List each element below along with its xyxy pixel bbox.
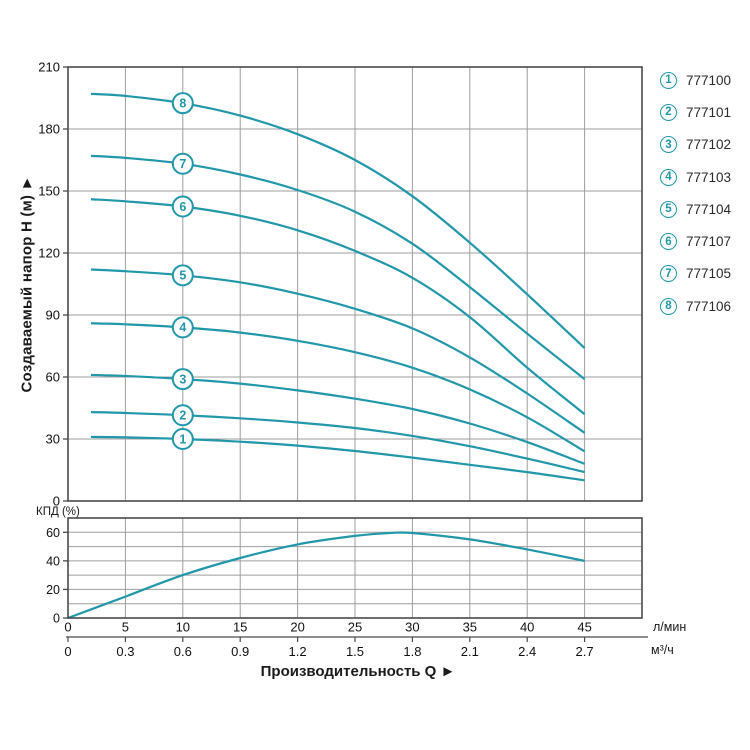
curve-3 (90, 373, 585, 465)
legend-model-label: 777104 (686, 201, 732, 217)
curve-2 (90, 411, 585, 474)
x-axis-tick-label-m3h: 0 (64, 644, 71, 659)
efficiency-plot-frame (67, 517, 643, 619)
x-axis-tick-label-lmin: 40 (520, 620, 534, 635)
legend-number-badge: 2 (660, 103, 677, 121)
legend-number-badge: 8 (660, 297, 677, 315)
curve-marker-number: 7 (179, 157, 186, 171)
efficiency-axis-label: КПД (%) (36, 506, 80, 518)
legend-item-777101: 2 777101 (660, 96, 731, 128)
legend-number-badge: 1 (660, 71, 677, 89)
x-axis-tick-label-lmin: 0 (64, 620, 71, 635)
legend-number-badge: 5 (660, 200, 677, 218)
x-axis-tick-label-m3h: 1.8 (403, 644, 421, 659)
y-axis-title: Создаваемый напор Н (м) ► (18, 175, 36, 393)
curve-marker-6 (171, 195, 194, 218)
legend-model-label: 777103 (686, 169, 732, 185)
legend-item-777104: 5 777104 (660, 193, 731, 225)
curve-marker-7 (171, 152, 194, 175)
x-axis-tick-label-lmin: 5 (122, 620, 129, 635)
unit-label-m3-h: м³/ч (651, 643, 674, 657)
legend-model-label: 777102 (686, 137, 732, 153)
curve-marker-4 (171, 316, 194, 339)
y-axis-tick-label: 60 (46, 370, 60, 385)
legend-number-badge: 4 (660, 168, 677, 186)
x-axis-tick-label-m3h: 0.6 (174, 644, 192, 659)
main-plot-frame (67, 66, 643, 502)
x-axis-tick-label-lmin: 20 (290, 620, 304, 635)
x-axis-tick-label-lmin: 30 (405, 620, 419, 635)
curve-marker-1 (171, 428, 194, 450)
x-axis-tick-label-m3h: 2.4 (518, 644, 536, 659)
curve-marker-number: 3 (179, 372, 186, 386)
y-axis-tick-label: 210 (38, 60, 60, 75)
y-axis-tick-label: 0 (53, 494, 60, 509)
legend-number-badge: 6 (660, 233, 677, 251)
x-axis-tick-label-lmin: 45 (577, 620, 591, 635)
efficiency-tick-label: 20 (46, 583, 60, 597)
legend-model-label: 777107 (686, 234, 732, 250)
x-axis-tick-label-lmin: 25 (348, 620, 362, 635)
curve-1 (90, 435, 585, 482)
x-axis-tick-label-m3h: 1.2 (289, 644, 307, 659)
x-axis-tick-label-m3h: 1.5 (346, 644, 364, 659)
curve-marker-number: 1 (179, 432, 186, 446)
legend-model-label: 777105 (686, 266, 732, 282)
efficiency-tick-label: 0 (53, 612, 60, 626)
x-axis-tick-label-m3h: 2.7 (576, 644, 594, 659)
efficiency-curve (67, 531, 585, 620)
curve-marker-5 (171, 264, 194, 287)
legend-model-label: 777100 (686, 72, 732, 88)
legend-number-badge: 7 (660, 265, 677, 283)
legend-item-777105: 7 777105 (660, 258, 731, 290)
efficiency-tick-label: 60 (46, 526, 60, 540)
legend-item-777102: 3 777102 (660, 129, 731, 161)
legend-item-777107: 6 777107 (660, 225, 731, 257)
curve-5 (90, 268, 586, 434)
curve-8 (90, 92, 586, 349)
curve-marker-8 (171, 92, 194, 115)
x-axis-tick-label-lmin: 15 (233, 620, 247, 635)
y-axis-tick-label: 180 (38, 122, 60, 137)
unit-label-l-min: л/мин (653, 620, 687, 634)
y-axis-tick-label: 120 (38, 246, 60, 261)
curve-marker-number: 6 (179, 200, 186, 214)
legend: 1 777100 2 777101 3 777102 4 777103 5 777104 6 7771… (660, 64, 731, 322)
x-axis-tick-label-m3h: 0.9 (231, 644, 249, 659)
x-axis-title: Производительность Q ► (260, 663, 456, 680)
legend-item-777100: 1 777100 (660, 64, 731, 96)
legend-model-label: 777106 (686, 298, 732, 314)
legend-number-badge: 3 (660, 136, 677, 154)
curve-marker-number: 5 (179, 269, 186, 283)
curve-marker-number: 4 (179, 321, 186, 335)
legend-model-label: 777101 (686, 104, 732, 120)
efficiency-tick-label: 40 (46, 554, 60, 568)
curve-marker-2 (171, 404, 194, 427)
x-axis-tick-label-lmin: 35 (463, 620, 477, 635)
legend-item-777106: 8 777106 (660, 290, 731, 322)
legend-item-777103: 4 777103 (660, 161, 731, 193)
curve-marker-3 (171, 368, 194, 391)
y-axis-tick-label: 150 (38, 184, 60, 199)
x-axis-tick-label-m3h: 2.1 (461, 644, 479, 659)
curve-4 (90, 322, 586, 453)
curve-marker-number: 2 (179, 409, 186, 423)
x-axis-tick-label-m3h: 0.3 (116, 644, 134, 659)
curve-7 (90, 154, 586, 380)
x-axis-tick-label-lmin: 10 (176, 620, 190, 635)
curve-marker-number: 8 (179, 96, 186, 110)
y-axis-tick-label: 90 (46, 308, 60, 323)
curve-6 (90, 198, 586, 416)
y-axis-tick-label: 30 (46, 432, 60, 447)
